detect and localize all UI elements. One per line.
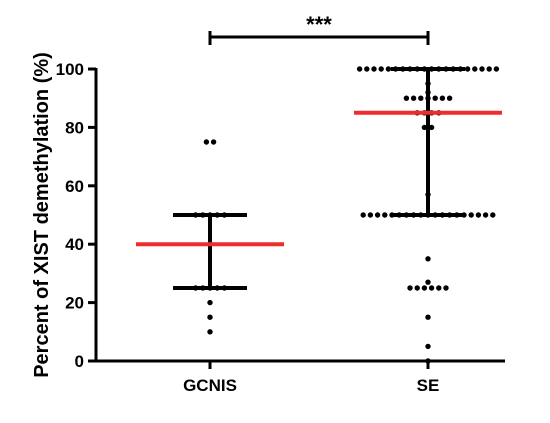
data-point (428, 124, 435, 131)
data-point (207, 299, 213, 306)
data-point (421, 124, 428, 131)
data-point (360, 212, 366, 218)
data-point (367, 212, 374, 218)
significance-label: *** (306, 12, 332, 37)
y-tick-label: 60 (65, 177, 84, 196)
y-axis-title: Percent of XIST demethylation (%) (31, 52, 53, 378)
data-point (356, 66, 363, 72)
significance-bracket: *** (208, 12, 430, 45)
y-axis: 0 20 40 60 80 100 (56, 60, 98, 371)
data-point (410, 95, 417, 101)
y-tick-label: 80 (65, 118, 84, 137)
data-point (425, 358, 431, 364)
data-point (472, 66, 478, 72)
data-point (425, 343, 431, 350)
x-tick-label: SE (417, 376, 440, 395)
y-tick-label: 20 (65, 294, 84, 313)
data-point (378, 66, 384, 72)
data-point (468, 212, 474, 218)
data-point (493, 66, 500, 72)
data-point (446, 95, 453, 101)
data-point (439, 95, 446, 101)
data-point (432, 95, 438, 101)
data-point (475, 212, 482, 218)
data-point (207, 329, 213, 335)
data-point (364, 66, 370, 72)
y-tick-label: 40 (65, 235, 84, 254)
data-point (414, 285, 420, 291)
data-point (407, 285, 413, 291)
summary-bars (136, 67, 502, 290)
data-point (418, 95, 424, 101)
data-point (443, 285, 449, 291)
data-point (425, 279, 431, 285)
data-point (482, 212, 489, 218)
y-tick-label: 100 (56, 60, 84, 79)
y-tick-label: 0 (75, 352, 84, 371)
data-point (203, 139, 210, 145)
data-point (428, 285, 435, 291)
data-point (382, 212, 388, 218)
data-point (371, 66, 377, 72)
data-point (436, 285, 442, 291)
data-point (207, 314, 213, 320)
data-point (421, 285, 428, 291)
data-point (486, 66, 492, 72)
x-tick-label: GCNIS (183, 376, 237, 395)
data-point (425, 256, 431, 262)
data-point (479, 66, 485, 72)
data-point (385, 66, 392, 72)
x-axis: GCNIS SE (94, 359, 505, 395)
data-point (425, 314, 431, 320)
data-point (374, 212, 381, 218)
data-point (464, 66, 471, 72)
data-point (403, 95, 410, 101)
data-point (490, 212, 496, 218)
data-point (210, 139, 217, 145)
